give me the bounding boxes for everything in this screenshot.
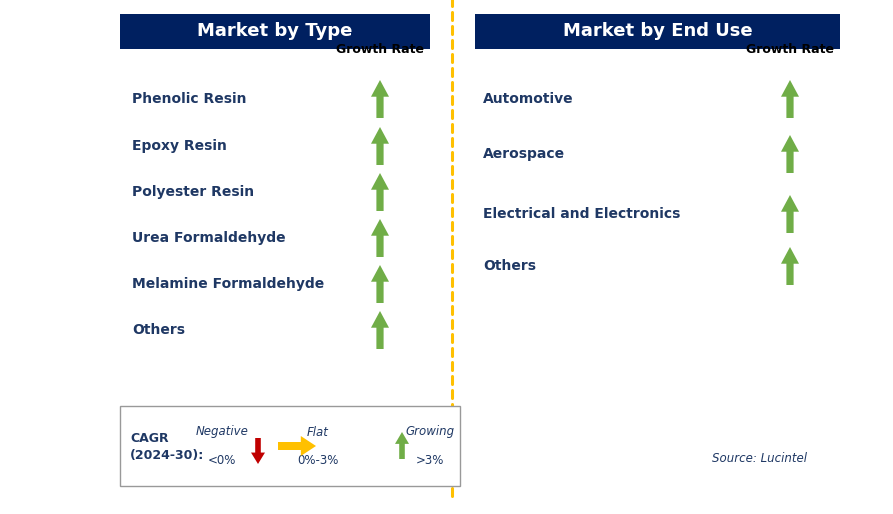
Polygon shape	[781, 195, 799, 233]
Text: Electrical and Electronics: Electrical and Electronics	[483, 207, 680, 221]
Bar	[475, 14, 840, 49]
Text: 0%-3%: 0%-3%	[297, 453, 338, 467]
Polygon shape	[371, 219, 389, 257]
Polygon shape	[371, 127, 389, 165]
Text: Negative: Negative	[196, 426, 248, 438]
Polygon shape	[781, 247, 799, 285]
Bar	[120, 406, 460, 486]
Text: CAGR: CAGR	[130, 432, 169, 446]
Text: Aerospace: Aerospace	[483, 147, 565, 161]
Polygon shape	[278, 436, 316, 456]
Text: <0%: <0%	[208, 453, 236, 467]
Polygon shape	[371, 265, 389, 303]
Text: Market by End Use: Market by End Use	[563, 23, 752, 41]
Polygon shape	[371, 80, 389, 118]
Text: Growth Rate: Growth Rate	[336, 43, 424, 56]
Text: Epoxy Resin: Epoxy Resin	[132, 139, 227, 153]
Text: Others: Others	[132, 323, 185, 337]
Text: (2024-30):: (2024-30):	[130, 449, 204, 462]
Text: Phenolic Resin: Phenolic Resin	[132, 92, 246, 106]
Polygon shape	[251, 438, 265, 464]
Text: Source: Lucintel: Source: Lucintel	[713, 452, 807, 466]
Text: Market by Type: Market by Type	[197, 23, 353, 41]
Text: Others: Others	[483, 259, 536, 273]
Bar	[120, 14, 430, 49]
Text: Automotive: Automotive	[483, 92, 573, 106]
Text: Polyester Resin: Polyester Resin	[132, 185, 255, 199]
Polygon shape	[371, 173, 389, 211]
Text: Melamine Formaldehyde: Melamine Formaldehyde	[132, 277, 324, 291]
Text: Flat: Flat	[307, 426, 329, 438]
Text: Growing: Growing	[405, 426, 455, 438]
Text: >3%: >3%	[416, 453, 444, 467]
Text: Urea Formaldehyde: Urea Formaldehyde	[132, 231, 286, 245]
Polygon shape	[781, 135, 799, 173]
Polygon shape	[395, 432, 409, 459]
Polygon shape	[371, 311, 389, 349]
Polygon shape	[781, 80, 799, 118]
Text: Growth Rate: Growth Rate	[746, 43, 834, 56]
